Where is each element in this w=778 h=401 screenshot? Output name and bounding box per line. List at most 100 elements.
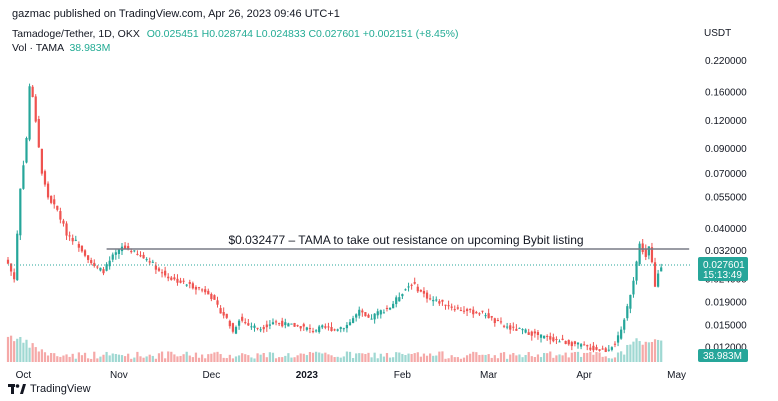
volume-bar (145, 356, 148, 362)
candle-body (447, 305, 450, 307)
candle-body (382, 312, 386, 314)
volume-bar (416, 352, 419, 362)
volume-bar (579, 356, 583, 362)
volume-bar (216, 351, 219, 362)
volume-bar (43, 352, 47, 362)
candle-body (601, 348, 604, 350)
volume-bar (111, 353, 114, 362)
candle-body (530, 331, 533, 336)
candle-body (68, 235, 71, 237)
candle-body (324, 326, 327, 328)
volume-bar (59, 356, 62, 362)
candle-body (623, 319, 626, 330)
volume-bar (539, 357, 543, 362)
candle-body (610, 347, 614, 350)
volume-bar (558, 354, 561, 362)
volume-bar (607, 358, 610, 362)
volume-bar (388, 357, 392, 362)
volume-bar (490, 357, 493, 362)
candle-body (93, 262, 96, 266)
volume-bar (191, 357, 194, 362)
candle-body (419, 289, 422, 292)
tradingview-logo-icon (8, 384, 26, 394)
candle-body (462, 310, 466, 312)
volume-bar (589, 351, 592, 362)
candle-body (281, 320, 284, 327)
candle-body (432, 299, 435, 302)
candle-body (583, 344, 586, 346)
volume-bar (484, 354, 487, 362)
candle-body (25, 138, 28, 163)
volume-bar (228, 354, 231, 362)
price-badge-countdown: 15:13:49 (703, 270, 742, 281)
volume-bar (299, 353, 302, 362)
volume-bar (456, 357, 459, 362)
volume-bar (50, 352, 53, 362)
volume-bar (447, 358, 450, 362)
candle-body (361, 310, 364, 313)
candle-body (65, 223, 68, 236)
candle-body (43, 171, 47, 185)
candle-body (40, 148, 44, 174)
volume-bar (432, 355, 435, 362)
volume-bar (151, 355, 154, 362)
candle-body (521, 329, 524, 331)
volume-bar (117, 354, 121, 362)
candle-body (19, 188, 22, 236)
volume-bar (321, 353, 324, 362)
volume-bar (401, 353, 404, 362)
candle-body (330, 327, 333, 332)
volume-bar (290, 357, 293, 362)
volume-bar (330, 355, 333, 362)
volume-bar (25, 339, 28, 362)
volume-bar (647, 342, 650, 362)
candle-body (444, 304, 447, 306)
volume-bar (185, 351, 188, 362)
y-tick-label: 0.055000 (705, 193, 747, 204)
candle-body (130, 250, 133, 253)
volume-bar (9, 335, 13, 362)
candle-body (59, 211, 62, 220)
volume-bar (515, 355, 518, 362)
volume-bar (536, 354, 540, 362)
candle-body (167, 276, 170, 279)
volume-bar (271, 352, 275, 362)
candle-body (31, 86, 34, 97)
volume-bar (96, 358, 99, 362)
candle-body (114, 252, 117, 255)
volume-bar (475, 352, 478, 362)
candle-body (145, 259, 148, 261)
candle-body (487, 313, 490, 319)
candle-body (385, 307, 389, 309)
publisher-line: gazmac published on TradingView.com, Apr… (12, 8, 340, 20)
candle-body (157, 268, 161, 271)
y-tick-label: 0.160000 (705, 87, 747, 98)
candle-body (197, 287, 201, 289)
candle-body (96, 266, 99, 268)
candle-body (207, 290, 210, 295)
volume-bar (422, 353, 426, 362)
volume-bar (241, 353, 244, 362)
volume-bar (425, 355, 429, 362)
volume-bar (314, 351, 318, 362)
candle-body (237, 320, 241, 326)
volume-bar (641, 344, 644, 362)
candle-body (290, 323, 293, 325)
candle-body (339, 327, 342, 329)
candle-body (595, 347, 598, 350)
volume-bar (376, 358, 379, 362)
candle-body (154, 265, 158, 270)
x-tick-label: Oct (16, 370, 32, 381)
candle-body (194, 286, 198, 290)
candle-body (99, 267, 102, 271)
volume-bar (123, 356, 127, 362)
candle-body (265, 324, 268, 328)
candle-body (395, 297, 398, 305)
candle-body (647, 246, 650, 256)
candle-body (512, 326, 515, 328)
candle-body (576, 342, 580, 345)
volume-bar (244, 354, 247, 362)
volume-bar (506, 358, 509, 362)
x-tick-label: Feb (394, 370, 412, 381)
